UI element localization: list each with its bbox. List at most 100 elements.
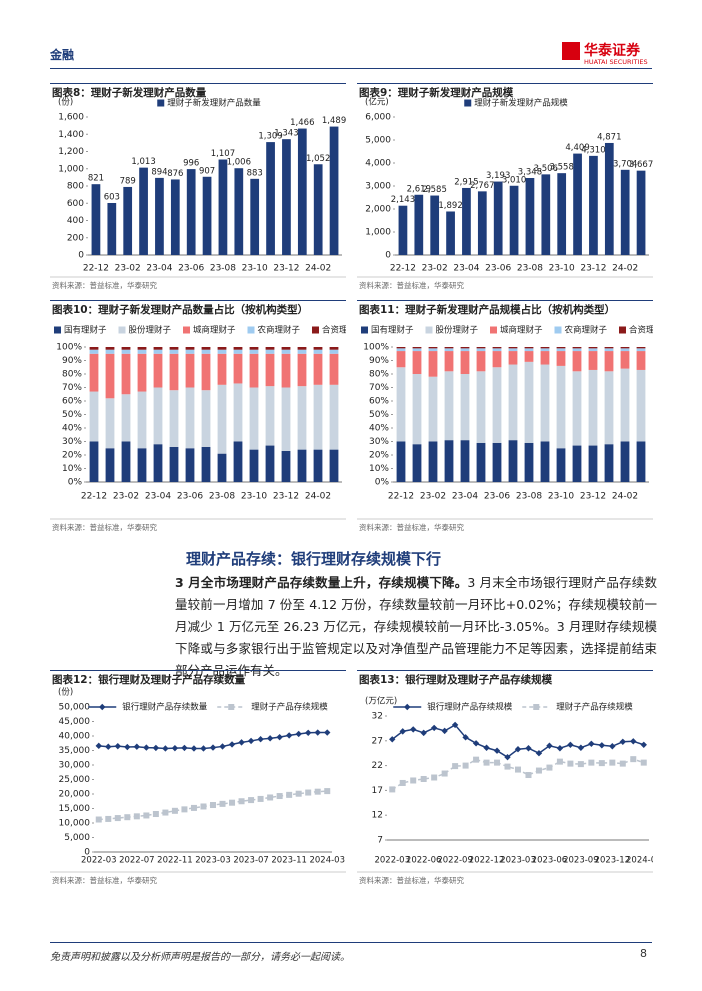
point (228, 741, 236, 748)
bar-segment (105, 347, 115, 350)
y-tick-label: 80% (369, 370, 389, 380)
point (630, 756, 637, 763)
bar-segment (137, 349, 147, 354)
bar-segment (556, 365, 566, 449)
bar-segment (460, 374, 470, 441)
bar-segment (556, 351, 566, 366)
point (567, 760, 574, 767)
bar-segment (185, 353, 195, 388)
x-tick-label: 23-08 (517, 264, 543, 274)
point (238, 739, 245, 746)
bar-segment (604, 371, 614, 445)
section-label: 金融 (50, 48, 75, 62)
unit: (亿元) (365, 97, 389, 108)
value-label: 3,506 (534, 164, 558, 174)
x-tick-label: 2022-03 (81, 856, 117, 866)
y-tick-label: 25,000 (59, 775, 91, 785)
bar-segment (249, 387, 259, 450)
bar (91, 184, 101, 255)
chart: 图表12：银行理财及理财子产品存续数量(份) 0 5,000 10,000 15,000… (50, 670, 346, 885)
bar-segment (89, 391, 99, 442)
y-tick-label: 70% (369, 383, 389, 393)
x-tick-label: 23-12 (580, 264, 606, 274)
bar-segment (396, 348, 406, 352)
value-label: 3,348 (518, 167, 542, 177)
bar (282, 139, 291, 255)
value-label: 883 (247, 168, 263, 178)
x-tick-label: 24-02 (305, 264, 331, 274)
x-tick-label: 2023-12 (595, 856, 631, 866)
bar-segment (556, 448, 566, 482)
bar (430, 195, 440, 255)
bar-segment (105, 448, 115, 482)
point (640, 741, 647, 748)
bar (155, 177, 164, 255)
y-tick-label: 5,000 (365, 136, 391, 146)
point (295, 790, 302, 797)
bar-segment (636, 369, 646, 442)
legend-marker (404, 703, 411, 711)
y-tick-label: 45,000 (59, 717, 91, 727)
bar-segment (89, 353, 99, 392)
y-tick-label: 90% (369, 356, 389, 366)
bar-segment (524, 348, 534, 352)
y-tick-label: 4,000 (365, 159, 391, 169)
bar-segment (265, 386, 275, 446)
legend-swatch (554, 326, 562, 334)
bar-segment (620, 368, 630, 442)
legend-label: 股份理财子 (129, 325, 172, 336)
x-tick-label: 2023-07 (233, 856, 269, 866)
value-label: 3,558 (550, 163, 574, 173)
point (257, 795, 264, 802)
value-label: 3,667 (629, 160, 653, 170)
bar-segment (105, 398, 115, 449)
chart-title: 图表12：银行理财及理财子产品存续数量 (52, 673, 246, 686)
y-tick-label: 50,000 (59, 703, 91, 713)
bar-segment (492, 347, 502, 349)
bar-segment (572, 347, 582, 349)
x-tick-label: 22-12 (388, 492, 414, 502)
bar-segment (329, 449, 339, 482)
value-label: 1,006 (227, 158, 251, 168)
bar-segment (297, 349, 307, 354)
bar-segment (460, 348, 470, 352)
y-tick-label: 1,200 (58, 147, 84, 157)
chart-title: 图表11：理财子新发理财产品规模占比（按机构类型） (359, 303, 615, 316)
x-tick-label: 23-06 (485, 264, 511, 274)
point (473, 756, 480, 763)
source: 资料来源：普益标准，华泰研究 (52, 280, 157, 290)
chart: 图表10：理财子新发理财产品数量占比（按机构类型） 0% 10% 20% 30% 40% 5… (50, 300, 346, 532)
point (105, 815, 112, 822)
y-tick-label: 70% (62, 383, 82, 393)
value-label: 996 (183, 159, 199, 169)
y-tick-label: 100% (363, 343, 389, 353)
value-label: 1,107 (211, 149, 235, 159)
bar-segment (217, 353, 227, 385)
y-tick-label: 0% (68, 478, 83, 488)
x-tick-label: 22-12 (83, 264, 109, 274)
bar-segment (588, 369, 598, 446)
bar-segment (428, 351, 438, 377)
bar (313, 164, 323, 255)
bar-segment (265, 445, 275, 482)
bar-segment (233, 383, 243, 442)
bar-segment (185, 347, 195, 350)
bar-segment (217, 347, 227, 350)
bar-segment (620, 441, 630, 482)
bar-segment (476, 371, 486, 443)
x-tick-label: 2022-12 (469, 856, 505, 866)
bar-segment (313, 353, 323, 385)
bar-segment (169, 353, 179, 391)
x-tick-label: 23-12 (580, 492, 606, 502)
point (247, 737, 255, 745)
x-tick-label: 2022-09 (437, 856, 473, 866)
point (257, 735, 264, 743)
y-tick-label: 20% (62, 451, 82, 461)
unit: (份) (58, 687, 73, 698)
bar-segment (89, 441, 99, 482)
value-label: 1,052 (306, 154, 330, 164)
bar-segment (185, 387, 195, 449)
x-tick-label: 23-06 (484, 492, 510, 502)
bar-segment (249, 449, 259, 482)
point (295, 730, 302, 738)
